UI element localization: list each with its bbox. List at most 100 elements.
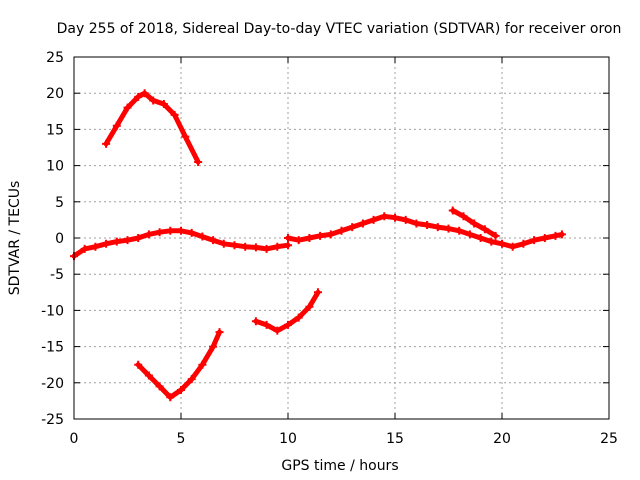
data-point xyxy=(134,360,143,369)
x-tick-label: 15 xyxy=(386,431,404,447)
x-tick-label: 10 xyxy=(279,431,297,447)
data-point xyxy=(194,157,203,166)
data-point xyxy=(369,215,378,224)
data-point xyxy=(455,226,464,235)
data-point xyxy=(166,226,175,235)
data-point xyxy=(140,89,149,98)
data-point xyxy=(262,320,271,329)
data-point xyxy=(187,228,196,237)
data-point xyxy=(491,231,500,240)
data-point xyxy=(251,317,260,326)
x-tick-label: 25 xyxy=(600,431,618,447)
data-point xyxy=(519,239,528,248)
data-point xyxy=(134,234,143,242)
data-point xyxy=(149,96,158,105)
data-point xyxy=(215,328,224,337)
data-point xyxy=(102,139,111,148)
data-point xyxy=(219,239,228,248)
chart-title: Day 255 of 2018, Sidereal Day-to-day VTE… xyxy=(57,21,622,37)
x-tick-label: 5 xyxy=(177,431,186,447)
y-tick-label: 20 xyxy=(46,86,64,102)
data-point xyxy=(444,224,453,233)
data-point xyxy=(358,219,367,228)
data-point xyxy=(273,326,282,335)
data-point xyxy=(198,232,207,241)
data-point xyxy=(433,223,442,232)
x-axis-label: GPS time / hours xyxy=(281,458,398,474)
data-point xyxy=(348,223,357,232)
data-point xyxy=(187,375,196,384)
data-point xyxy=(144,371,153,380)
data-point xyxy=(284,241,292,250)
data-point xyxy=(91,242,100,251)
x-tick-label: 20 xyxy=(493,431,511,447)
data-point xyxy=(241,242,250,251)
data-point xyxy=(423,220,432,229)
data-point xyxy=(448,206,457,215)
data-point xyxy=(262,244,271,253)
y-tick-label: 25 xyxy=(46,50,64,66)
data-point xyxy=(316,231,325,240)
y-tick-label: 5 xyxy=(55,195,64,211)
data-point xyxy=(209,342,218,351)
y-tick-label: -5 xyxy=(50,267,64,283)
y-tick-label: 0 xyxy=(55,231,64,247)
data-point xyxy=(530,236,539,245)
y-ticks: -25 -20 -15 -10 -5 0 5 10 15 20 25 xyxy=(41,50,609,428)
data-point xyxy=(412,219,421,228)
data-point xyxy=(480,225,489,234)
data-point xyxy=(155,228,164,237)
data-point xyxy=(177,226,185,235)
data-point xyxy=(284,234,292,242)
data-point xyxy=(177,386,185,395)
y-tick-label: -25 xyxy=(41,412,64,428)
data-point xyxy=(80,244,89,253)
data-point xyxy=(294,236,303,245)
data-point xyxy=(166,393,175,402)
data-point xyxy=(112,237,121,246)
data-point xyxy=(551,231,560,240)
grid-lines xyxy=(74,57,609,419)
y-tick-label: 15 xyxy=(46,122,64,138)
data-point xyxy=(487,237,496,246)
data-point xyxy=(305,234,314,242)
data-point xyxy=(181,132,190,141)
data-point xyxy=(123,103,132,112)
data-point xyxy=(294,313,303,322)
y-tick-label: 10 xyxy=(46,159,64,175)
series-arc-high xyxy=(103,90,201,165)
data-point xyxy=(459,212,468,221)
data-point xyxy=(198,360,207,369)
data-point xyxy=(508,242,517,251)
data-series xyxy=(70,89,566,402)
x-ticks: 0 5 10 15 20 25 xyxy=(70,57,618,447)
data-point xyxy=(273,242,282,251)
data-point xyxy=(305,302,314,311)
data-point xyxy=(465,230,474,239)
data-point xyxy=(209,236,218,245)
data-point xyxy=(134,92,143,101)
data-point xyxy=(380,212,389,221)
data-point xyxy=(498,239,506,248)
data-point xyxy=(170,110,179,119)
data-point xyxy=(313,288,322,297)
data-point xyxy=(401,215,410,224)
data-point xyxy=(557,230,566,239)
data-point xyxy=(470,219,479,228)
data-point xyxy=(230,241,239,250)
y-tick-label: -20 xyxy=(41,376,64,392)
data-point xyxy=(112,121,121,130)
data-point xyxy=(476,234,485,242)
data-point xyxy=(284,320,292,329)
data-point xyxy=(326,230,335,239)
data-point xyxy=(102,239,111,248)
data-point xyxy=(155,382,164,391)
data-point xyxy=(391,213,399,222)
data-point xyxy=(159,100,168,109)
data-point xyxy=(251,243,260,252)
y-tick-label: -10 xyxy=(41,303,64,319)
data-point xyxy=(337,226,346,235)
data-point xyxy=(540,234,549,242)
x-tick-label: 0 xyxy=(70,431,79,447)
